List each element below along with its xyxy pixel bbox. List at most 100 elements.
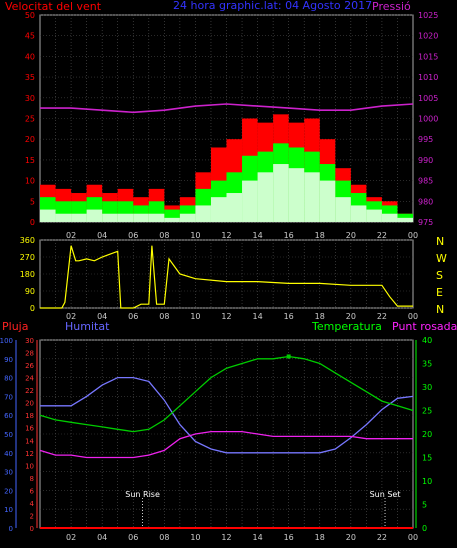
avg-bar bbox=[288, 168, 305, 222]
pressure-tick: 1005 bbox=[418, 94, 438, 103]
humidity-tick: 28 bbox=[25, 350, 34, 358]
avg-bar bbox=[366, 209, 382, 222]
x-tick-direction: 14 bbox=[252, 312, 262, 321]
humidity-tick: 26 bbox=[25, 362, 34, 370]
compass-label: N bbox=[436, 235, 444, 248]
temperature-label: Temperatura bbox=[311, 320, 382, 333]
x-tick-direction: 20 bbox=[346, 312, 356, 321]
avg-bar bbox=[273, 164, 289, 222]
humidity-tick: 2 bbox=[30, 512, 34, 520]
wind-speed-tick: 20 bbox=[25, 135, 35, 144]
x-tick-climate: 06 bbox=[128, 533, 138, 542]
temp-tick: 15 bbox=[422, 454, 432, 463]
x-tick-wind: 12 bbox=[221, 231, 231, 240]
x-tick-wind: 14 bbox=[252, 231, 262, 240]
x-tick-climate: 02 bbox=[66, 533, 76, 542]
avg-bar bbox=[195, 205, 211, 222]
wind-speed-tick: 35 bbox=[25, 73, 35, 82]
direction-line bbox=[40, 245, 413, 309]
rain-tick: 10 bbox=[4, 506, 13, 514]
wind-speed-tick: 30 bbox=[25, 94, 35, 103]
x-tick-climate: 04 bbox=[97, 533, 107, 542]
direction-tick: 360 bbox=[20, 236, 35, 245]
avg-bar bbox=[55, 213, 72, 222]
sun-event-label: Sun Rise bbox=[125, 490, 160, 499]
rain-tick: 20 bbox=[4, 487, 13, 495]
humidity-tick: 6 bbox=[30, 487, 35, 495]
humidity-tick: 8 bbox=[30, 475, 34, 483]
x-tick-wind: 06 bbox=[128, 231, 138, 240]
compass-label: S bbox=[436, 269, 443, 282]
pressure-tick: 1025 bbox=[418, 11, 438, 20]
dew-label: Punt rosada bbox=[392, 320, 457, 333]
rain-tick: 100 bbox=[0, 337, 13, 345]
wind-speed-tick: 5 bbox=[30, 197, 35, 206]
wind-speed-tick: 0 bbox=[30, 218, 35, 227]
humidity-label: Humitat bbox=[65, 320, 110, 333]
wind-speed-tick: 45 bbox=[25, 32, 35, 41]
humidity-tick: 14 bbox=[25, 437, 34, 445]
x-tick-direction: 10 bbox=[190, 312, 200, 321]
humidity-tick: 30 bbox=[25, 337, 34, 345]
temp-tick: 20 bbox=[422, 430, 432, 439]
avg-bar bbox=[210, 197, 227, 222]
humidity-tick: 4 bbox=[30, 500, 35, 508]
temperature-line bbox=[39, 355, 414, 433]
temp-tick: 40 bbox=[422, 336, 432, 345]
avg-bar bbox=[164, 217, 180, 222]
x-tick-direction: 08 bbox=[159, 312, 169, 321]
wind-title: 24 hora graphic.lat: 04 Agosto 2017 bbox=[173, 0, 372, 12]
pressure-tick: 975 bbox=[418, 218, 433, 227]
avg-bar bbox=[319, 180, 336, 222]
rain-tick: 0 bbox=[9, 525, 13, 533]
pressure-tick: 1020 bbox=[418, 32, 438, 41]
x-tick-climate: 10 bbox=[190, 533, 200, 542]
direction-tick: 270 bbox=[20, 253, 35, 262]
pressure-tick: 990 bbox=[418, 156, 433, 165]
temp-tick: 10 bbox=[422, 477, 432, 486]
x-tick-wind: 22 bbox=[377, 231, 387, 240]
x-tick-climate: 00 bbox=[408, 533, 418, 542]
x-tick-direction: 16 bbox=[284, 312, 294, 321]
humidity-tick: 10 bbox=[25, 462, 34, 470]
wind-right-label: Pressió bbox=[372, 0, 411, 13]
x-tick-wind: 16 bbox=[284, 231, 294, 240]
rain-tick: 60 bbox=[4, 412, 13, 420]
avg-bar bbox=[40, 209, 56, 222]
avg-bar bbox=[335, 197, 351, 222]
x-tick-climate: 14 bbox=[252, 533, 262, 542]
avg-bar bbox=[304, 172, 320, 222]
rain-label: Pluja bbox=[2, 320, 28, 333]
rain-tick: 80 bbox=[4, 375, 13, 383]
pressure-tick: 985 bbox=[418, 177, 433, 186]
x-tick-direction: 22 bbox=[377, 312, 387, 321]
avg-bar bbox=[71, 213, 87, 222]
x-tick-climate: 18 bbox=[315, 533, 325, 542]
wind-speed-tick: 15 bbox=[25, 156, 35, 165]
x-tick-wind: 08 bbox=[159, 231, 169, 240]
dew-line bbox=[39, 430, 413, 459]
x-tick-direction: 04 bbox=[97, 312, 107, 321]
avg-bar bbox=[117, 213, 134, 222]
humidity-tick: 0 bbox=[30, 525, 34, 533]
humidity-tick: 18 bbox=[25, 412, 34, 420]
avg-bar bbox=[257, 172, 274, 222]
rain-tick: 30 bbox=[4, 469, 13, 477]
x-tick-wind: 10 bbox=[190, 231, 200, 240]
x-tick-direction: 12 bbox=[221, 312, 231, 321]
pressure-tick: 1015 bbox=[418, 52, 438, 61]
temp-tick: 30 bbox=[422, 383, 432, 392]
avg-bar bbox=[350, 205, 367, 222]
wind-speed-tick: 25 bbox=[25, 115, 35, 124]
avg-bar bbox=[102, 213, 118, 222]
avg-bar bbox=[148, 213, 165, 222]
temp-tick: 0 bbox=[422, 524, 427, 533]
wind-speed-tick: 40 bbox=[25, 52, 35, 61]
compass-label: N bbox=[436, 303, 444, 316]
x-tick-climate: 20 bbox=[346, 533, 356, 542]
compass-label: W bbox=[436, 252, 447, 265]
humidity-tick: 24 bbox=[25, 375, 34, 383]
pressure-tick: 1010 bbox=[418, 73, 438, 82]
avg-bar bbox=[397, 217, 413, 222]
